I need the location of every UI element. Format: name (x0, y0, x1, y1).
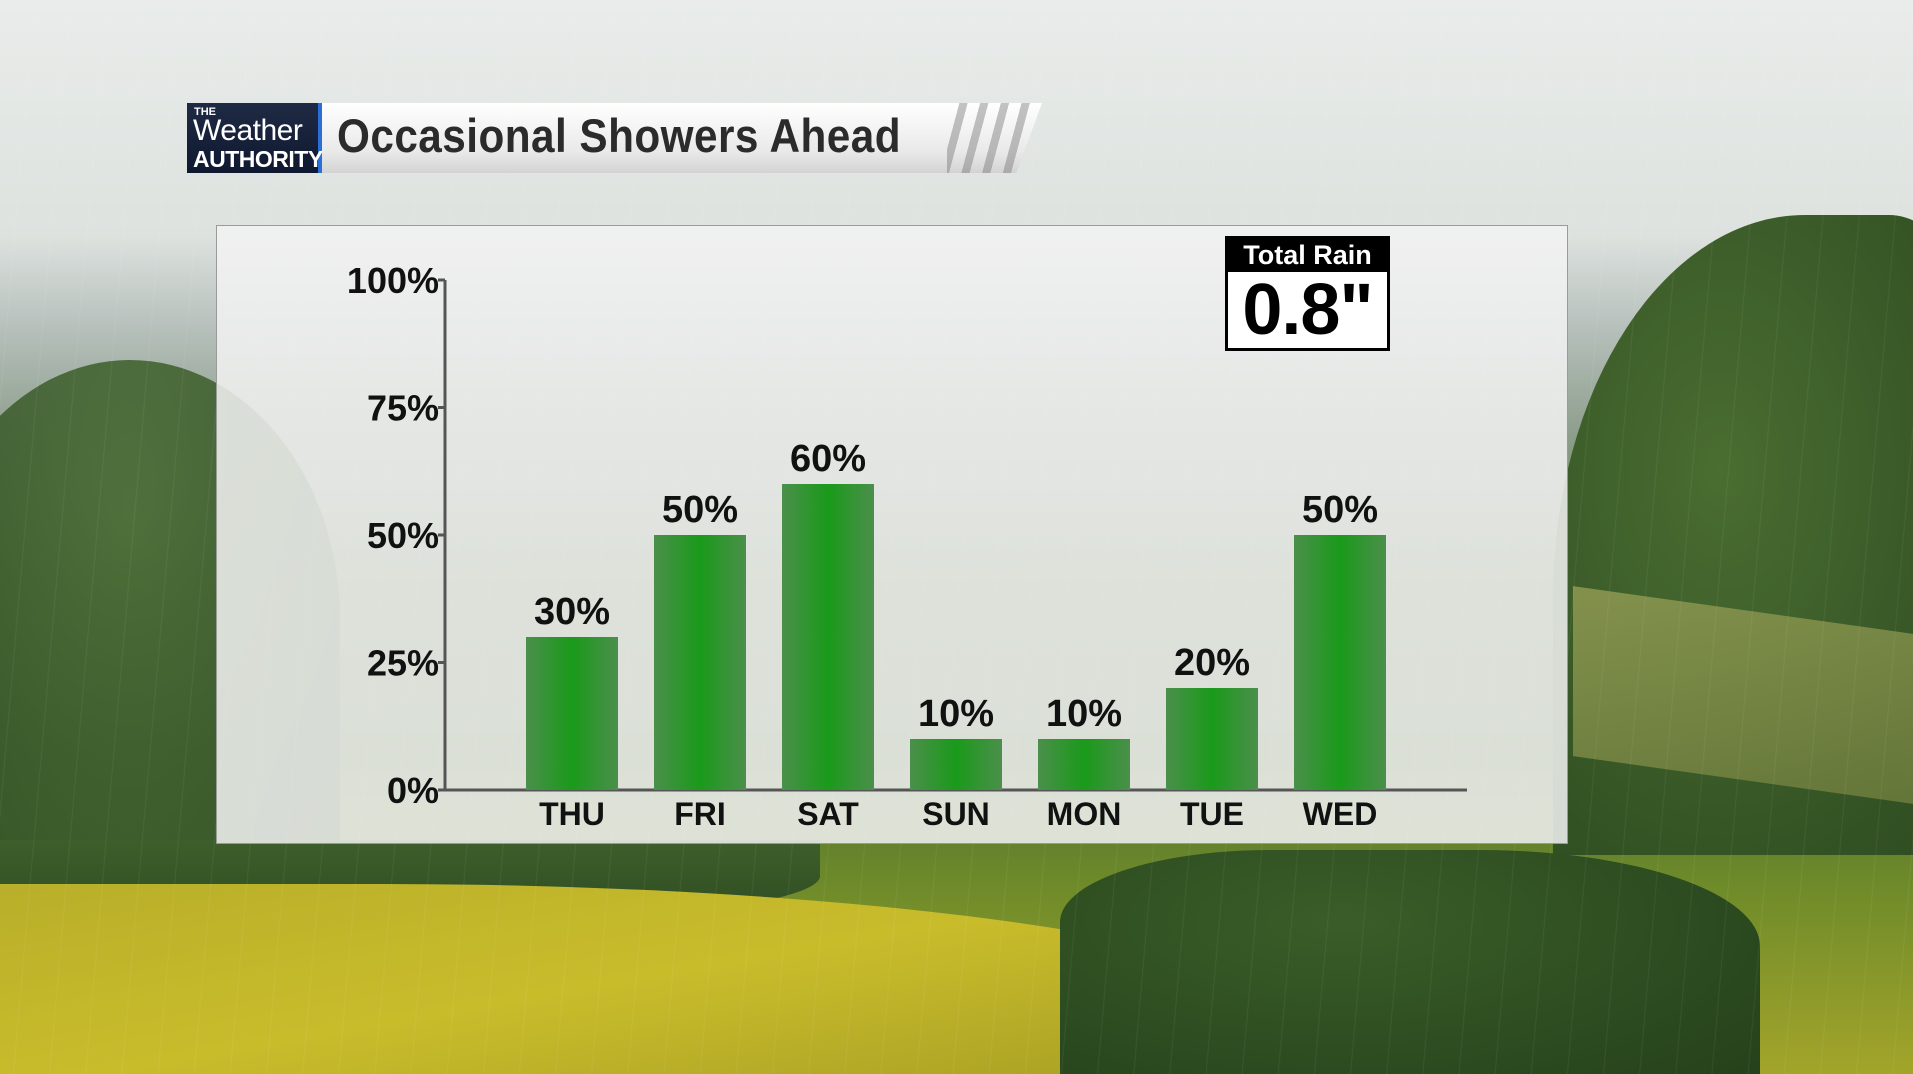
station-logo: THE Weather AUTHORITY (187, 103, 323, 173)
total-rain-box: Total Rain 0.8" (1225, 236, 1390, 351)
y-tick-label: 100% (347, 260, 439, 301)
total-rain-label: Total Rain (1228, 239, 1387, 272)
bar (1038, 739, 1130, 790)
x-tick-label: WED (1303, 796, 1378, 832)
bar-value-label: 50% (662, 489, 738, 531)
x-tick-label: FRI (674, 796, 726, 832)
bar (910, 739, 1002, 790)
x-tick-label: SUN (922, 796, 990, 832)
x-tick-label: THU (539, 796, 605, 832)
title-banner (187, 103, 1042, 173)
logo-authority: AUTHORITY (193, 146, 323, 172)
bar-value-label: 60% (790, 438, 866, 480)
bar (1294, 535, 1386, 790)
bar-value-label: 50% (1302, 489, 1378, 531)
y-tick-label: 75% (367, 388, 439, 429)
bar-value-label: 10% (918, 693, 994, 735)
bar (782, 484, 874, 790)
x-tick-label: MON (1047, 796, 1122, 832)
y-tick-label: 25% (367, 643, 439, 684)
logo-the: THE (194, 106, 216, 118)
y-tick-label: 50% (367, 515, 439, 556)
background-trees-right (1060, 850, 1760, 1074)
logo-weather: Weather (193, 114, 303, 147)
y-tick-label: 0% (387, 770, 439, 811)
bar (654, 535, 746, 790)
bar (526, 637, 618, 790)
x-tick-label: SAT (797, 796, 859, 832)
page-title: Occasional Showers Ahead (337, 109, 902, 162)
bar-value-label: 20% (1174, 642, 1250, 684)
bar-value-label: 30% (534, 591, 610, 633)
x-tick-label: TUE (1180, 796, 1244, 832)
total-rain-value: 0.8" (1242, 270, 1373, 350)
bar (1166, 688, 1258, 790)
bar-value-label: 10% (1046, 693, 1122, 735)
